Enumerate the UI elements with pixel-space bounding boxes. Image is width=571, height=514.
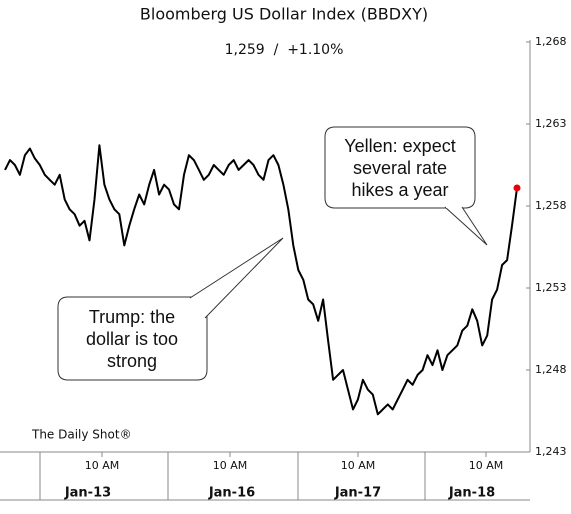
day-label: Jan-18	[448, 486, 495, 501]
x-tick-label: 10 AM	[341, 459, 376, 472]
day-label: Jan-17	[334, 486, 381, 501]
source: The Daily Shot®	[31, 428, 132, 442]
annotation: Trump: the	[89, 307, 175, 327]
y-tick-label: 1,248	[535, 363, 567, 376]
annotation: several rate	[353, 158, 447, 178]
series-line	[4, 144, 518, 416]
day-label: Jan-13	[64, 486, 111, 501]
chart-subtitle: 1,259 / +1.10%	[225, 42, 344, 58]
chart-title: Bloomberg US Dollar Index (BBDXY)	[140, 5, 428, 24]
x-tick-label: 10 AM	[469, 459, 504, 472]
annotation: dollar is too	[86, 329, 178, 349]
x-tick-label: 10 AM	[213, 459, 248, 472]
x-tick-label: 10 AM	[85, 459, 120, 472]
y-tick-label: 1,258	[535, 199, 567, 212]
annotation: strong	[107, 351, 157, 371]
annotation: hikes a year	[351, 180, 448, 200]
y-tick-label: 1,253	[535, 281, 567, 294]
y-tick-label: 1,263	[535, 117, 567, 130]
callout-trump	[57, 237, 284, 381]
annotation: Yellen: expect	[344, 136, 455, 156]
y-tick-label: 1,268	[535, 35, 567, 48]
day-label: Jan-16	[208, 486, 255, 501]
callout-yellen	[324, 126, 488, 246]
y-tick-label: 1,243	[535, 445, 567, 458]
last-point	[513, 184, 521, 192]
